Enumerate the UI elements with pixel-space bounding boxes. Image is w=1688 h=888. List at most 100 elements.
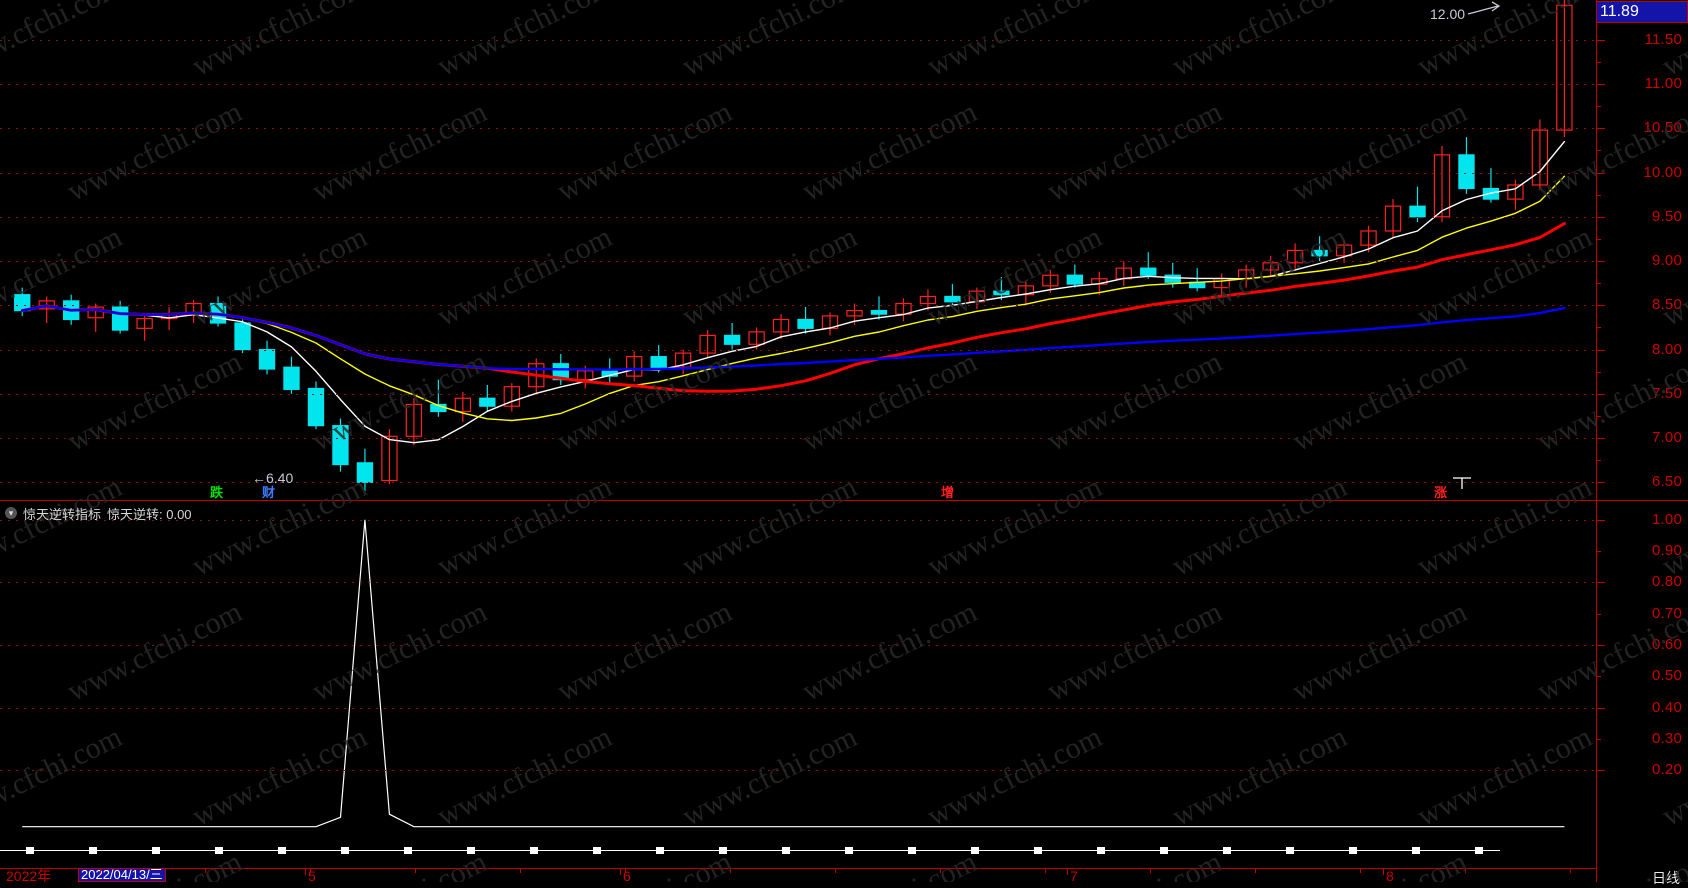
scroll-tick[interactable] — [1034, 847, 1042, 854]
month-tick — [620, 869, 621, 875]
month-label: 7 — [1070, 868, 1078, 884]
scroll-tick[interactable] — [593, 847, 601, 854]
month-label: 8 — [1386, 868, 1394, 884]
scroll-tick[interactable] — [26, 847, 34, 854]
indicator-gridline — [0, 707, 1596, 709]
gridline — [0, 172, 1596, 174]
date-minor-tick — [940, 869, 941, 873]
indicator-gridline — [0, 770, 1596, 772]
price-tick-label: 11.00 — [1644, 75, 1682, 93]
price-chart-panel[interactable]: 11.89 11.50 11.00 10.50 10.00 9.50 9.00 8.50 8.… — [0, 0, 1688, 500]
indicator-gridline — [0, 645, 1596, 647]
price-tick-label: 7.50 — [1652, 384, 1682, 402]
marker-die: 跌 — [210, 485, 224, 500]
price-tick — [1596, 393, 1605, 395]
scroll-tick[interactable] — [278, 847, 286, 854]
price-tick-label: 10.00 — [1643, 163, 1682, 181]
price-tick-label: 10.50 — [1643, 119, 1682, 137]
date-minor-tick — [1465, 869, 1466, 873]
scroll-tick[interactable] — [404, 847, 412, 854]
indicator-tick — [1596, 770, 1605, 772]
date-minor-tick — [1045, 869, 1046, 873]
price-tick — [1596, 172, 1605, 174]
date-minor-tick — [310, 869, 311, 873]
indicator-tick-label: 0.30 — [1652, 730, 1682, 748]
period-label: 日线 — [1652, 870, 1680, 886]
indicator-readout: 惊天逆转: 0.00 — [107, 506, 192, 522]
month-tick — [305, 869, 306, 875]
scroll-tick[interactable] — [1412, 847, 1420, 854]
gridline — [0, 84, 1596, 86]
scroll-tick[interactable] — [1286, 847, 1294, 854]
gridline — [0, 482, 1596, 484]
price-tick — [1596, 261, 1605, 263]
date-minor-tick — [1360, 869, 1361, 873]
price-tick-label: 8.50 — [1652, 296, 1682, 314]
scroll-tick[interactable] — [215, 847, 223, 854]
indicator-tick — [1596, 676, 1601, 678]
indicator-tick-label: 0.90 — [1652, 542, 1682, 560]
gridline — [0, 393, 1596, 395]
indicator-tick-label: 1.00 — [1652, 510, 1682, 528]
scroll-tick[interactable] — [89, 847, 97, 854]
gridline — [0, 305, 1596, 307]
price-tick — [1596, 39, 1605, 41]
indicator-plot-area[interactable] — [0, 501, 1596, 833]
scroll-tick[interactable] — [467, 847, 475, 854]
indicator-tick — [1596, 739, 1601, 741]
scroll-tick[interactable] — [1475, 847, 1483, 854]
gridline — [0, 128, 1596, 130]
price-tick-label: 7.00 — [1652, 429, 1682, 447]
marker-zhang: 涨 — [1434, 485, 1448, 500]
indicator-y-axis: 1.00 0.90 0.80 0.70 0.60 0.50 0.40 0.30 0.20 — [1596, 501, 1688, 855]
date-minor-tick — [730, 869, 731, 873]
scroll-tick[interactable] — [782, 847, 790, 854]
price-axis-line — [1596, 0, 1597, 500]
scroll-tick[interactable] — [1097, 847, 1105, 854]
scroll-tick[interactable] — [845, 847, 853, 854]
marker-zeng: 增 — [941, 485, 955, 500]
date-minor-tick — [415, 869, 416, 873]
scroll-tick[interactable] — [656, 847, 664, 854]
scroll-tick[interactable] — [971, 847, 979, 854]
indicator-tick-label: 0.80 — [1652, 573, 1682, 591]
price-tick-label: 8.00 — [1652, 340, 1682, 358]
date-axis-line — [0, 868, 1596, 869]
scroll-tick[interactable] — [1349, 847, 1357, 854]
indicator-gridline — [0, 582, 1596, 584]
date-minor-tick — [625, 869, 626, 873]
indicator-panel[interactable]: 1.00 0.90 0.80 0.70 0.60 0.50 0.40 0.30 0.20 — [0, 501, 1688, 855]
year-label: 2022年 — [6, 868, 52, 884]
scroll-track[interactable] — [0, 846, 1596, 855]
scroll-tick[interactable] — [908, 847, 916, 854]
scroll-track-line — [0, 850, 1500, 851]
price-tick-label: 6.50 — [1652, 473, 1682, 491]
price-plot-area[interactable] — [0, 0, 1596, 500]
date-axis[interactable]: 2022年 2022/04/13/三 5 6 7 8 日线 — [0, 855, 1688, 886]
date-minor-tick — [1570, 869, 1571, 873]
gridline — [0, 216, 1596, 218]
scroll-tick[interactable] — [1223, 847, 1231, 854]
scroll-tick[interactable] — [530, 847, 538, 854]
indicator-gridline — [0, 519, 1596, 521]
month-label: 5 — [308, 868, 316, 884]
scroll-tick[interactable] — [341, 847, 349, 854]
indicator-tick — [1596, 645, 1605, 647]
scroll-tick[interactable] — [152, 847, 160, 854]
price-minor-tick — [1596, 371, 1601, 373]
indicator-header[interactable]: ▾ 惊天逆转指标 惊天逆转: 0.00 — [0, 504, 192, 522]
high-annotation: 12.00 — [1430, 6, 1466, 22]
indicator-tick — [1596, 519, 1605, 521]
scroll-tick[interactable] — [1160, 847, 1168, 854]
chevron-down-icon[interactable]: ▾ — [5, 507, 17, 519]
indicator-tick — [1596, 707, 1605, 709]
price-tick — [1596, 438, 1605, 440]
indicator-canvas — [22, 519, 1565, 828]
price-minor-tick — [1596, 106, 1601, 108]
price-minor-tick — [1596, 238, 1601, 240]
panel-divider — [0, 500, 1688, 501]
month-label: 6 — [623, 868, 631, 884]
price-minor-tick — [1596, 194, 1601, 196]
scroll-tick[interactable] — [719, 847, 727, 854]
